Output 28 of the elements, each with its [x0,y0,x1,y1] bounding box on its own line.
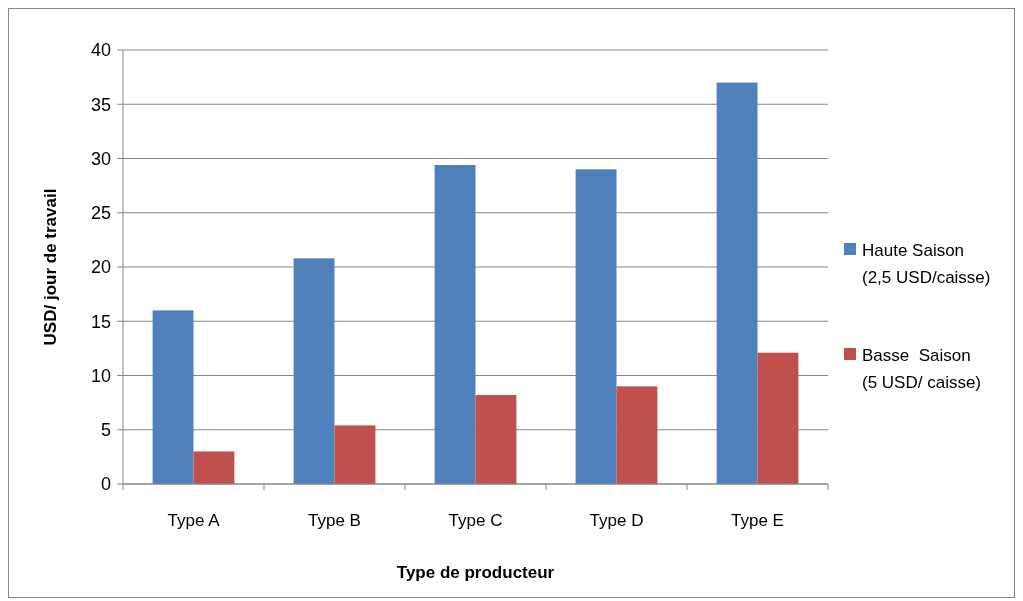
x-tick-label: Type D [589,511,644,530]
bar [475,395,517,484]
bar [757,352,799,484]
bar [334,425,376,484]
bar [575,169,617,484]
y-tick-label: 5 [100,420,111,441]
legend-label: Haute Saison (2,5 USD/caisse) [862,240,991,288]
y-axis-title: USD/ jour de travail [41,188,60,346]
bar [293,258,335,484]
y-tick-label: 30 [90,148,111,169]
bar [152,310,194,484]
y-tick-label: 35 [90,94,111,115]
x-tick-label: Type E [731,511,784,530]
bar [434,165,476,484]
y-tick-label: 20 [90,257,111,278]
bar [193,451,235,484]
x-axis-title: Type de producteur [396,563,555,582]
y-tick-label: 25 [90,203,111,224]
y-tick-label: 15 [90,311,111,332]
y-tick-label: 0 [100,474,111,495]
bar [716,82,758,484]
x-tick-label: Type A [167,511,221,530]
legend-label: Basse Saison (5 USD/ caisse) [862,345,982,393]
x-tick-label: Type C [448,511,503,530]
x-tick-label: Type B [308,511,361,530]
y-tick-label: 10 [90,365,111,386]
bar [616,386,658,484]
y-tick-label: 40 [90,40,111,61]
